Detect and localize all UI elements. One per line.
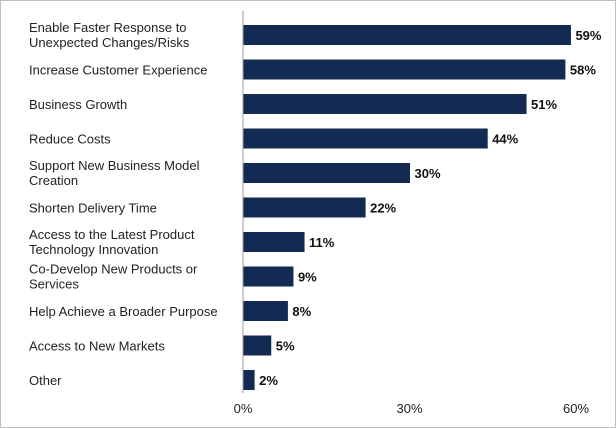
bar-value-label: 30% (415, 166, 441, 181)
category-label: Business Growth (29, 97, 127, 112)
category-label-line: Services (29, 277, 79, 292)
bar (243, 59, 566, 80)
bar-value-label: 59% (575, 28, 601, 43)
bar-value-label: 58% (570, 63, 596, 78)
bar (243, 197, 366, 218)
category-label: Shorten Delivery Time (29, 201, 157, 216)
category-label-line: Enable Faster Response to (29, 20, 187, 35)
category-label: Reduce Costs (29, 132, 111, 147)
bar (243, 25, 571, 45)
bar (243, 301, 288, 321)
category-label: Other (29, 373, 62, 388)
bar-value-label: 51% (531, 97, 557, 112)
bar (243, 232, 305, 252)
bar-value-label: 44% (492, 132, 518, 147)
bar (243, 335, 272, 356)
category-label-line: Creation (29, 173, 78, 188)
category-label: Access to New Markets (29, 339, 165, 354)
x-tick-label: 0% (234, 401, 253, 416)
bar-value-label: 8% (292, 304, 311, 319)
bar-value-label: 5% (276, 339, 295, 354)
category-label: Access to the Latest Product Technology I… (29, 227, 195, 257)
bar (243, 163, 410, 183)
category-label: Increase Customer Experience (29, 63, 207, 78)
x-tick-label: 60% (563, 401, 589, 416)
category-label: Co-Develop New Products or Services (29, 262, 198, 292)
bar (243, 94, 527, 114)
category-label-line: Unexpected Changes/Risks (29, 35, 190, 50)
bar-value-label: 11% (309, 235, 335, 250)
bar-value-label: 9% (298, 270, 317, 285)
bar (243, 128, 488, 149)
category-label-line: Technology Innovation (29, 242, 158, 257)
x-tick-label: 30% (396, 401, 422, 416)
category-label: Help Achieve a Broader Purpose (29, 304, 218, 319)
bar-value-label: 2% (259, 373, 278, 388)
bar (243, 266, 294, 287)
category-label: Support New Business Model Creation (29, 158, 200, 188)
category-label-line: Access to the Latest Product (29, 227, 195, 242)
category-label-line: Support New Business Model (29, 158, 200, 173)
bar (243, 370, 255, 390)
category-label-line: Co-Develop New Products or (29, 262, 198, 277)
bar-value-label: 22% (370, 201, 396, 216)
category-label: Enable Faster Response to Unexpected Chan… (29, 20, 190, 50)
